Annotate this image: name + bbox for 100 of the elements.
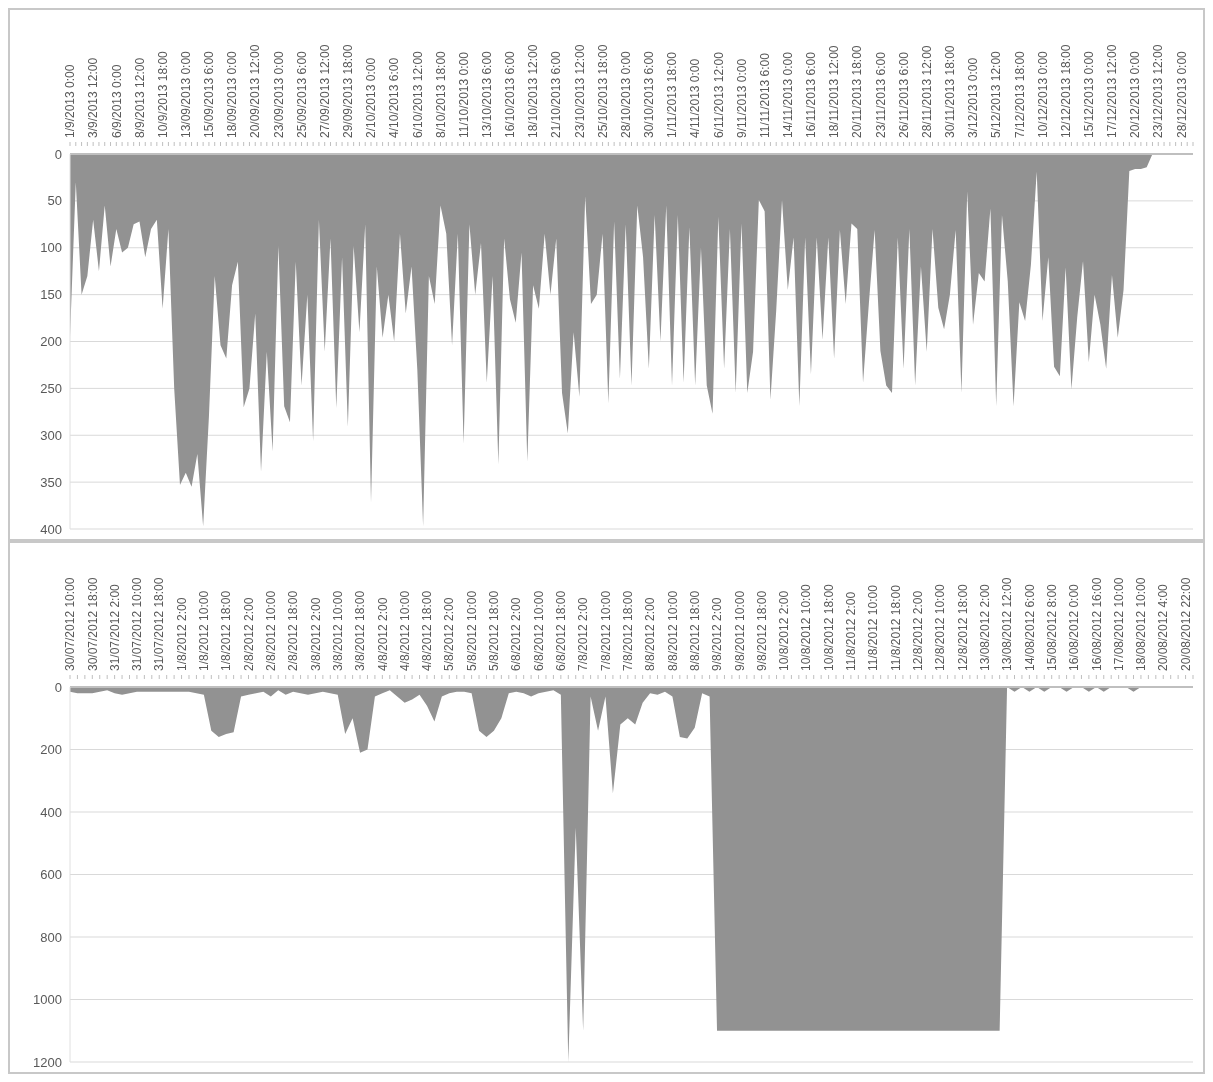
x-tick-label: 1/8/2012 18:00 bbox=[219, 590, 234, 671]
x-tick-label: 21/10/2013 6:00 bbox=[549, 50, 564, 138]
x-tick-label: 8/8/2012 2:00 bbox=[643, 597, 658, 671]
x-tick-label: 18/11/2013 12:00 bbox=[827, 45, 842, 138]
x-tick-label: 14/08/2012 6:00 bbox=[1022, 583, 1037, 671]
x-tick-label: 7/8/2012 18:00 bbox=[620, 590, 635, 671]
x-tick-label: 7/8/2012 10:00 bbox=[598, 590, 613, 671]
x-tick-label: 11/11/2013 6:00 bbox=[757, 52, 772, 138]
x-tick-label: 23/10/2013 12:00 bbox=[572, 44, 587, 138]
x-tick-label: 12/12/2013 18:00 bbox=[1058, 44, 1073, 138]
x-tick-label: 8/9/2013 12:00 bbox=[132, 57, 147, 138]
x-tick-label: 9/8/2012 18:00 bbox=[754, 590, 769, 671]
x-tick-label: 6/9/2013 0:00 bbox=[109, 64, 124, 138]
x-tick-label: 23/11/2013 6:00 bbox=[873, 51, 888, 138]
x-tick-label: 2/8/2012 10:00 bbox=[264, 590, 278, 671]
x-tick-label: 8/8/2012 18:00 bbox=[687, 590, 702, 671]
y-tick-label: 400 bbox=[40, 521, 62, 537]
x-tick-label: 13/10/2013 6:00 bbox=[479, 50, 494, 138]
x-tick-label: 11/10/2013 0:00 bbox=[456, 51, 471, 138]
x-tick-label: 16/11/2013 6:00 bbox=[804, 51, 819, 138]
x-tick-label: 30/11/2013 18:00 bbox=[943, 45, 958, 138]
x-tick-label: 9/8/2012 10:00 bbox=[732, 590, 747, 671]
x-tick-label: 10/8/2012 18:00 bbox=[821, 583, 836, 671]
x-tick-label: 4/10/2013 6:00 bbox=[387, 57, 402, 138]
y-tick-label: 400 bbox=[40, 804, 62, 820]
x-tick-label: 6/10/2013 12:00 bbox=[410, 50, 425, 138]
x-tick-label: 3/8/2012 2:00 bbox=[308, 597, 323, 671]
x-tick-label: 15/09/2013 6:00 bbox=[202, 50, 217, 138]
x-tick-label: 12/8/2012 10:00 bbox=[933, 583, 948, 671]
y-tick-label: 0 bbox=[54, 679, 62, 695]
x-tick-label: 17/12/2013 12:00 bbox=[1105, 44, 1120, 138]
x-tick-label: 12/8/2012 2:00 bbox=[911, 590, 926, 671]
x-tick-label: 7/8/2012 2:00 bbox=[576, 597, 591, 671]
x-tick-label: 26/11/2013 6:00 bbox=[896, 51, 911, 138]
x-tick-label: 1/9/2013 0:00 bbox=[63, 64, 78, 138]
x-tick-label: 1/11/2013 18:00 bbox=[665, 51, 680, 138]
x-tick-label: 10/8/2012 10:00 bbox=[799, 583, 814, 671]
x-tick-label: 10/12/2013 0:00 bbox=[1035, 50, 1050, 138]
y-tick-label: 200 bbox=[40, 742, 62, 758]
x-tick-label: 15/12/2013 0:00 bbox=[1082, 50, 1096, 138]
x-tick-label: 23/12/2013 12:00 bbox=[1151, 44, 1166, 138]
x-tick-label: 20/08/2012 4:00 bbox=[1156, 583, 1171, 671]
x-tick-label: 4/11/2013 0:00 bbox=[688, 58, 703, 138]
x-tick-label: 25/09/2013 6:00 bbox=[294, 50, 309, 138]
x-tick-label: 20/09/2013 12:00 bbox=[248, 44, 263, 138]
x-tick-label: 13/09/2013 0:00 bbox=[178, 50, 193, 138]
y-tick-label: 350 bbox=[40, 474, 62, 490]
y-tick-label: 1000 bbox=[33, 992, 62, 1008]
x-tick-label: 20/08/2012 22:00 bbox=[1178, 577, 1193, 671]
x-tick-label: 12/8/2012 18:00 bbox=[955, 583, 970, 671]
x-tick-label: 6/11/2013 12:00 bbox=[711, 51, 726, 138]
x-tick-label: 18/10/2013 12:00 bbox=[526, 44, 541, 138]
x-tick-label: 4/8/2012 2:00 bbox=[375, 597, 390, 671]
x-tick-label: 2/8/2012 2:00 bbox=[241, 597, 256, 671]
x-tick-label: 6/8/2012 2:00 bbox=[509, 597, 524, 671]
x-tick-label: 18/08/2012 10:00 bbox=[1134, 577, 1149, 671]
x-tick-label: 5/8/2012 2:00 bbox=[442, 597, 457, 671]
x-tick-label: 23/09/2013 0:00 bbox=[271, 50, 286, 138]
y-tick-label: 600 bbox=[40, 867, 62, 883]
x-tick-label: 20/12/2013 0:00 bbox=[1128, 50, 1143, 138]
x-tick-label: 8/8/2012 10:00 bbox=[665, 590, 680, 671]
x-tick-label: 11/8/2012 18:00 bbox=[888, 584, 903, 671]
x-tick-label: 2/8/2012 18:00 bbox=[286, 590, 301, 671]
x-tick-label: 30/07/2012 10:00 bbox=[63, 577, 78, 671]
x-tick-label: 6/8/2012 18:00 bbox=[554, 590, 569, 671]
x-tick-label: 9/8/2012 2:00 bbox=[710, 597, 725, 671]
x-tick-label: 3/8/2012 18:00 bbox=[353, 590, 368, 671]
x-tick-label: 13/08/2012 12:00 bbox=[1000, 577, 1015, 671]
y-tick-label: 150 bbox=[40, 287, 62, 303]
x-tick-label: 4/8/2012 10:00 bbox=[397, 590, 412, 671]
x-tick-label: 13/08/2012 2:00 bbox=[977, 583, 992, 671]
y-tick-label: 200 bbox=[40, 334, 62, 350]
x-tick-label: 31/07/2012 18:00 bbox=[152, 577, 167, 671]
x-tick-label: 28/12/2013 0:00 bbox=[1174, 50, 1189, 138]
x-tick-label: 29/09/2013 18:00 bbox=[341, 44, 356, 138]
x-tick-label: 14/11/2013 0:00 bbox=[780, 51, 795, 138]
x-tick-label: 30/10/2013 6:00 bbox=[642, 50, 657, 138]
x-tick-label: 31/07/2012 2:00 bbox=[107, 583, 122, 671]
x-tick-label: 11/8/2012 2:00 bbox=[844, 591, 859, 671]
x-tick-label: 1/8/2012 10:00 bbox=[197, 590, 212, 671]
x-tick-label: 16/10/2013 6:00 bbox=[503, 50, 518, 138]
x-tick-label: 5/12/2013 12:00 bbox=[989, 50, 1004, 138]
x-tick-label: 5/8/2012 18:00 bbox=[487, 590, 502, 671]
x-tick-label: 6/8/2012 10:00 bbox=[531, 590, 546, 671]
x-tick-label: 9/11/2013 0:00 bbox=[734, 58, 749, 138]
x-tick-label: 11/8/2012 10:00 bbox=[866, 584, 881, 671]
x-tick-label: 10/8/2012 2:00 bbox=[777, 590, 792, 671]
y-tick-label: 800 bbox=[40, 929, 62, 945]
y-tick-label: 0 bbox=[54, 146, 62, 162]
x-tick-label: 16/08/2012 16:00 bbox=[1089, 577, 1104, 671]
x-tick-label: 28/11/2013 12:00 bbox=[919, 45, 934, 138]
x-tick-label: 15/08/2012 8:00 bbox=[1044, 583, 1059, 671]
y-tick-label: 300 bbox=[40, 427, 62, 443]
x-tick-label: 3/9/2013 12:00 bbox=[86, 57, 101, 138]
y-tick-label: 50 bbox=[47, 193, 62, 209]
x-tick-label: 3/12/2013 0:00 bbox=[966, 57, 981, 138]
y-tick-label: 100 bbox=[40, 240, 62, 256]
x-tick-label: 18/09/2013 0:00 bbox=[225, 50, 240, 138]
x-tick-label: 5/8/2012 10:00 bbox=[464, 590, 479, 671]
x-tick-label: 3/8/2012 10:00 bbox=[330, 590, 345, 671]
